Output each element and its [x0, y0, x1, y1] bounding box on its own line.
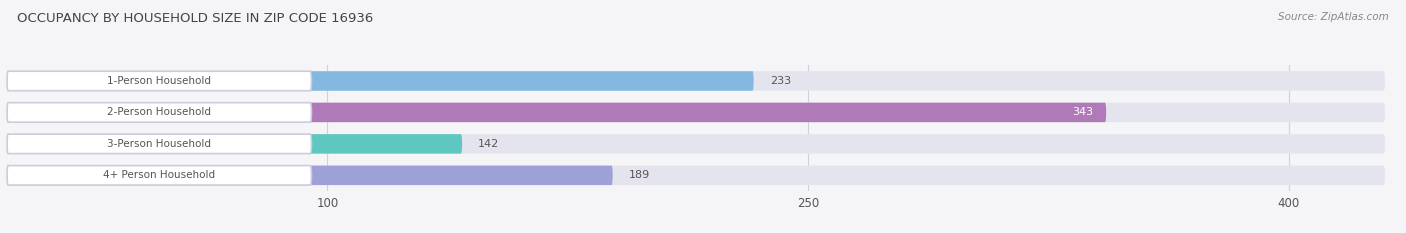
Text: 4+ Person Household: 4+ Person Household: [103, 170, 215, 180]
FancyBboxPatch shape: [7, 166, 1385, 185]
Text: 343: 343: [1073, 107, 1094, 117]
Text: Source: ZipAtlas.com: Source: ZipAtlas.com: [1278, 12, 1389, 22]
Text: 2-Person Household: 2-Person Household: [107, 107, 211, 117]
FancyBboxPatch shape: [7, 134, 463, 154]
Text: 3-Person Household: 3-Person Household: [107, 139, 211, 149]
Text: 233: 233: [769, 76, 790, 86]
FancyBboxPatch shape: [7, 71, 312, 91]
FancyBboxPatch shape: [7, 134, 312, 154]
Text: OCCUPANCY BY HOUSEHOLD SIZE IN ZIP CODE 16936: OCCUPANCY BY HOUSEHOLD SIZE IN ZIP CODE …: [17, 12, 373, 25]
FancyBboxPatch shape: [7, 103, 1107, 122]
FancyBboxPatch shape: [7, 166, 613, 185]
FancyBboxPatch shape: [7, 166, 312, 185]
FancyBboxPatch shape: [7, 71, 1385, 91]
FancyBboxPatch shape: [7, 134, 1385, 154]
Text: 189: 189: [628, 170, 650, 180]
FancyBboxPatch shape: [7, 103, 1385, 122]
Text: 142: 142: [478, 139, 499, 149]
Text: 1-Person Household: 1-Person Household: [107, 76, 211, 86]
FancyBboxPatch shape: [7, 103, 312, 122]
FancyBboxPatch shape: [7, 71, 754, 91]
